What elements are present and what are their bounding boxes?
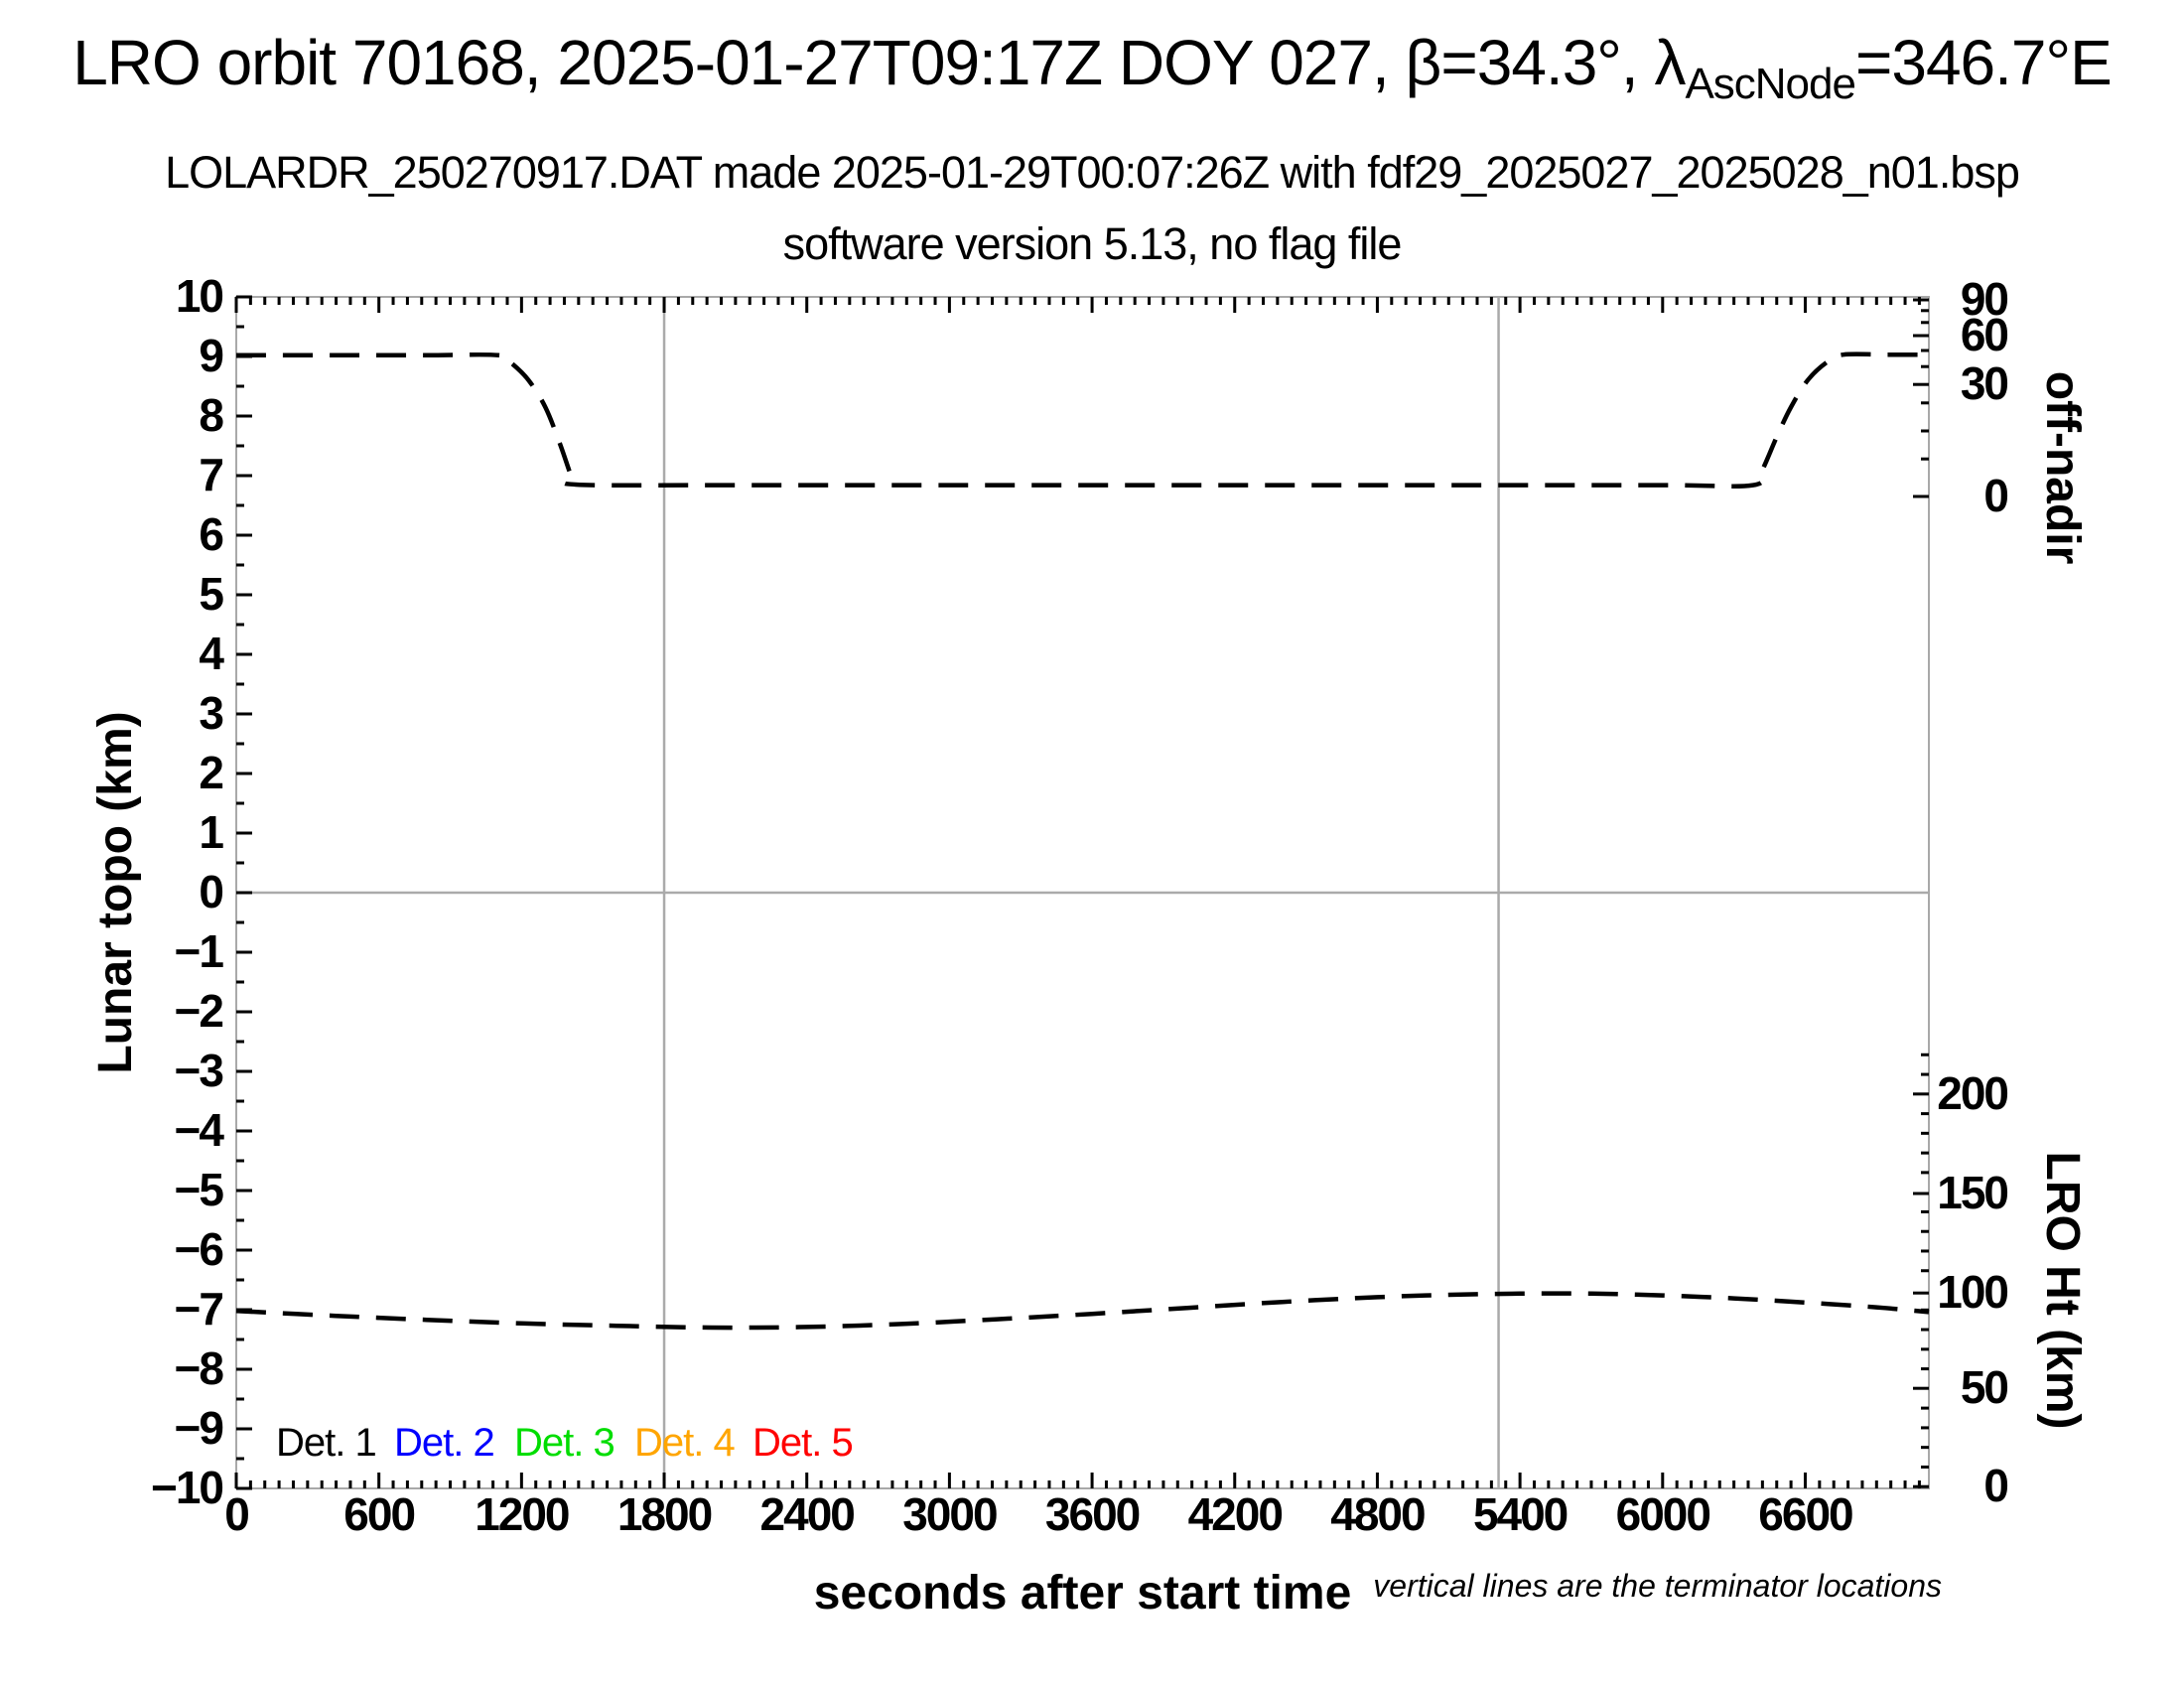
subtitle-software-version: software version 5.13, no flag file xyxy=(782,218,1403,269)
offnadir-tick-label: 90 xyxy=(1961,273,2008,325)
y-left-tick-label: 10 xyxy=(176,270,223,322)
x-tick-label: 6600 xyxy=(1758,1488,1852,1540)
offnadir-tick-label: 0 xyxy=(1983,470,2007,521)
offnadir-axis-title: off-nadir xyxy=(2036,371,2089,565)
lro-ht-tick-label: 0 xyxy=(1983,1460,2007,1511)
y-left-tick-label: −1 xyxy=(175,925,224,977)
y-left-tick-label: −7 xyxy=(175,1283,223,1335)
title-main: LRO orbit 70168, 2025-01-27T09:17Z DOY 0… xyxy=(72,27,1686,98)
y-left-tick-label: 6 xyxy=(199,508,222,560)
y-left-tick-label: 4 xyxy=(199,628,224,679)
x-tick-label: 0 xyxy=(224,1488,248,1540)
x-tick-label: 4200 xyxy=(1188,1488,1283,1540)
y-left-tick-label: 3 xyxy=(199,687,222,739)
y-left-tick-label: −6 xyxy=(175,1223,223,1275)
y-left-tick-label: −2 xyxy=(175,985,223,1037)
y-left-tick-label: 8 xyxy=(199,389,223,441)
y-left-tick-label: 0 xyxy=(199,866,222,917)
offnadir-tick-label: 60 xyxy=(1961,309,2008,360)
x-tick-label: 1800 xyxy=(617,1488,712,1540)
y-left-tick-label: −9 xyxy=(175,1402,223,1454)
legend-detector-4: Det. 4 xyxy=(634,1421,735,1465)
y-left-tick-label: −3 xyxy=(175,1045,223,1096)
y-left-tick-label: −5 xyxy=(175,1164,224,1215)
y-left-tick-label: −4 xyxy=(175,1104,225,1156)
x-tick-label: 2400 xyxy=(760,1488,855,1540)
y-left-axis-title: Lunar topo (km) xyxy=(89,711,142,1073)
off-nadir-angle-series xyxy=(236,352,1929,489)
y-left-tick-label: −10 xyxy=(151,1462,222,1513)
offnadir-tick-label: 30 xyxy=(1961,357,2008,409)
title-subscript: AscNode xyxy=(1685,60,1856,108)
x-tick-label: 5400 xyxy=(1473,1488,1568,1540)
x-axis-title: seconds after start time xyxy=(814,1567,1352,1619)
x-tick-label: 4800 xyxy=(1330,1488,1425,1540)
legend-detector-1: Det. 1 xyxy=(276,1421,376,1465)
legend-detector-5: Det. 5 xyxy=(752,1421,853,1465)
lro-ht-axis-title: LRO Ht (km) xyxy=(2036,1152,2089,1430)
x-tick-label: 3000 xyxy=(902,1488,997,1540)
x-tick-label: 3600 xyxy=(1045,1488,1140,1540)
y-left-tick-label: 5 xyxy=(199,568,223,620)
y-left-tick-label: 2 xyxy=(199,747,222,798)
terminator-note: vertical lines are the terminator locati… xyxy=(1373,1568,1942,1604)
y-left-tick-label: 1 xyxy=(199,806,223,858)
y-left-tick-label: −8 xyxy=(175,1342,224,1394)
subtitle-filename: LOLARDR_250270917.DAT made 2025-01-29T00… xyxy=(165,147,2020,198)
lro-ht-tick-label: 150 xyxy=(1937,1167,2007,1218)
x-tick-label: 6000 xyxy=(1616,1488,1710,1540)
y-left-tick-label: 7 xyxy=(199,449,222,500)
lro-ht-tick-label: 100 xyxy=(1937,1266,2007,1318)
legend-detector-3: Det. 3 xyxy=(514,1421,614,1465)
title-tail: =346.7°E xyxy=(1854,27,2113,98)
x-tick-label: 1200 xyxy=(475,1488,569,1540)
lro-ht-tick-label: 50 xyxy=(1961,1361,2008,1413)
legend-detector-2: Det. 2 xyxy=(394,1421,494,1465)
page-title: LRO orbit 70168, 2025-01-27T09:17Z DOY 0… xyxy=(0,26,2184,109)
y-left-tick-label: 9 xyxy=(199,330,222,381)
lro-ht-tick-label: 200 xyxy=(1937,1067,2007,1119)
x-tick-label: 600 xyxy=(343,1488,414,1540)
lro-height-series xyxy=(235,1291,1930,1331)
